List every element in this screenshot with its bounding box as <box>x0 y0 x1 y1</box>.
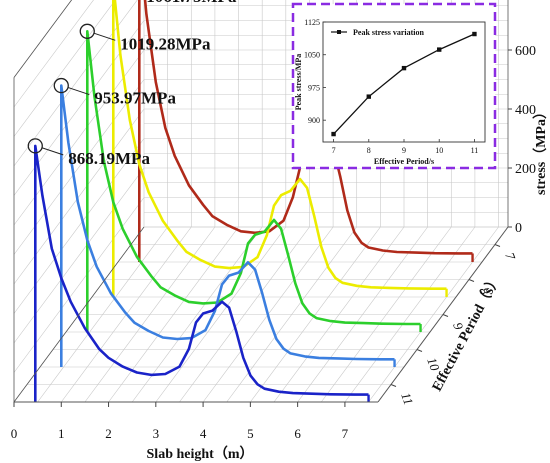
y-axis-title: stress（MPa） <box>533 105 549 195</box>
inset-y-tick-label: 1050 <box>304 51 320 60</box>
series-line-period-8 <box>112 0 447 297</box>
peak-pointer <box>68 87 90 96</box>
z-axis-title: Effective Period（s） <box>429 272 504 394</box>
inset-y-tick-label: 900 <box>308 116 320 125</box>
y-tick-label: 400 <box>515 103 536 118</box>
x-axis-title: Slab height（m） <box>147 446 254 462</box>
z-tick <box>468 279 475 282</box>
inset-x-tick-label: 9 <box>402 146 406 155</box>
inset-data-point <box>437 47 442 52</box>
z-tick-label: 10 <box>424 355 443 373</box>
x-tick-label: 6 <box>294 426 301 441</box>
peak-marker <box>53 77 69 94</box>
x-tick-label: 7 <box>342 426 349 441</box>
x-tick-label: 3 <box>153 426 160 441</box>
inset-x-tick-label: 7 <box>332 146 336 155</box>
x-tick-label: 4 <box>200 426 207 441</box>
y-tick-label: 200 <box>515 162 536 177</box>
top-left-edge <box>13 0 73 78</box>
series-line-period-11 <box>34 144 369 402</box>
z-tick-label: 8 <box>476 285 492 297</box>
grid-line <box>13 0 116 137</box>
inset-data-point <box>366 94 371 99</box>
inset-data-point <box>331 131 336 137</box>
peak-label: 953.97MPa <box>94 89 176 108</box>
inset-legend-label: Peak stress variation <box>353 28 425 37</box>
grid-line <box>13 108 145 285</box>
peak-pointer <box>94 32 116 41</box>
inset-y-title: Peak stress/MPa <box>294 54 303 111</box>
series-line-period-10 <box>60 84 395 367</box>
y-tick-label: 0 <box>515 221 522 236</box>
inset-data-point <box>401 65 407 71</box>
z-tick <box>442 314 449 317</box>
inset-y-tick-label: 975 <box>308 83 320 92</box>
z-tick <box>390 384 397 387</box>
z-tick-label: 11 <box>398 390 416 406</box>
inset-x-tick-label: 10 <box>435 146 443 155</box>
peak-label: 1019.28MPa <box>120 34 211 53</box>
inset-x-tick-label: 11 <box>471 146 479 155</box>
peak-marker <box>27 138 43 154</box>
y-tick-label: 600 <box>515 44 536 59</box>
z-tick-label: 7 <box>502 250 518 262</box>
peak-pointer <box>42 147 64 156</box>
label-layer: 1097.44MPa1061.75MPa1019.28MPa953.97MPa8… <box>27 0 237 168</box>
z-tick <box>494 244 501 247</box>
z-tick <box>416 349 423 352</box>
inset-x-tick-label: 8 <box>367 146 371 155</box>
x-tick-label: 0 <box>11 426 18 441</box>
inset-x-title: Effective Period/s <box>374 157 434 166</box>
peak-label: 1061.75MPa <box>146 0 237 6</box>
series-line-period-9 <box>86 30 421 332</box>
inset-frame <box>291 2 497 170</box>
inset-legend-marker <box>337 30 341 34</box>
x-tick-label: 1 <box>58 426 65 441</box>
left-floor-edge <box>13 226 145 403</box>
grid-line <box>13 0 138 167</box>
inset-chart: 7 8 9 10 11 900 975 1050 1125 Effective Period/s P… <box>291 2 497 170</box>
peak-marker <box>79 23 95 39</box>
inset-data-point <box>472 31 477 37</box>
inset-y-tick-label: 1125 <box>304 18 320 27</box>
grid-line <box>13 0 94 108</box>
x-tick-label: 5 <box>247 426 254 441</box>
z-tick-label: 9 <box>450 320 466 332</box>
x-tick-label: 2 <box>105 426 112 441</box>
peak-label: 868.19MPa <box>68 149 150 168</box>
